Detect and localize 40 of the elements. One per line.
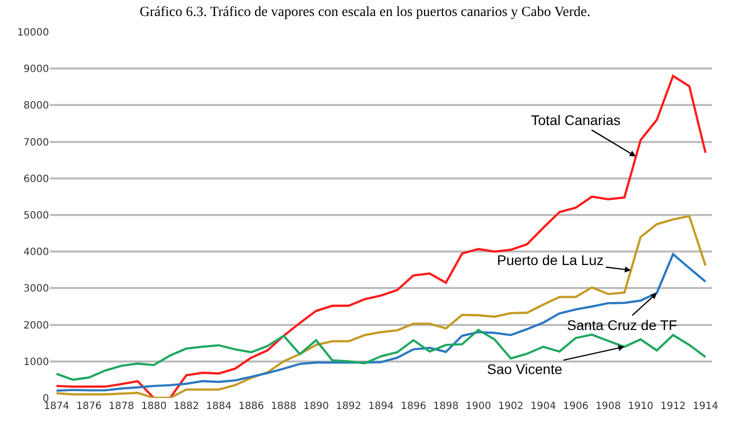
line-series xyxy=(55,328,707,381)
y-tick-label: 10000 xyxy=(17,28,49,38)
x-tick-label: 1906 xyxy=(562,401,588,412)
y-tick-label: 4000 xyxy=(24,247,49,258)
x-tick-label: 1910 xyxy=(628,401,654,412)
x-tick-label: 1902 xyxy=(498,401,524,412)
y-tick-label: 3000 xyxy=(24,284,49,295)
x-tick-label: 1890 xyxy=(303,401,329,412)
line-series xyxy=(55,74,707,398)
annotation: Puerto de La Luz xyxy=(497,252,604,268)
x-tick-label: 1908 xyxy=(595,401,621,412)
x-tick-label: 1886 xyxy=(238,401,264,412)
x-tick-label: 1888 xyxy=(270,401,296,412)
annotation: Sao Vicente xyxy=(487,361,562,377)
y-tick-label: 7000 xyxy=(24,137,49,148)
x-tick-label: 1914 xyxy=(692,401,718,412)
x-tick-label: 1876 xyxy=(76,401,102,412)
x-tick-label: 1900 xyxy=(466,401,492,412)
x-tick-label: 1892 xyxy=(336,401,362,412)
x-tick-label: 1882 xyxy=(174,401,200,412)
x-tick-label: 1898 xyxy=(433,401,459,412)
line-series xyxy=(55,215,707,398)
x-tick-label: 1878 xyxy=(108,401,134,412)
x-tick-label: 1874 xyxy=(44,401,70,412)
x-tick-label: 1912 xyxy=(660,401,686,412)
y-tick-label: 6000 xyxy=(24,174,49,185)
line-series xyxy=(55,253,707,392)
y-tick-label: 9000 xyxy=(24,64,49,76)
x-tick-label: 1904 xyxy=(530,401,556,412)
annotation: Santa Cruz de TF xyxy=(567,317,678,333)
x-tick-label: 1880 xyxy=(141,401,167,412)
x-tick-label: 1884 xyxy=(206,401,232,412)
y-tick-label: 8000 xyxy=(24,100,49,112)
annotation: Total Canarias xyxy=(531,112,620,128)
y-tick-label: 2000 xyxy=(24,320,49,332)
chart-title: Gráfico 6.3. Tráfico de vapores con escala en los puertos canarios y Cabo Verde. xyxy=(140,5,590,20)
y-tick-label: 1000 xyxy=(24,356,49,368)
y-tick-label: 5000 xyxy=(24,210,49,222)
x-tick-label: 1896 xyxy=(400,401,426,412)
x-tick-label: 1894 xyxy=(368,401,394,412)
